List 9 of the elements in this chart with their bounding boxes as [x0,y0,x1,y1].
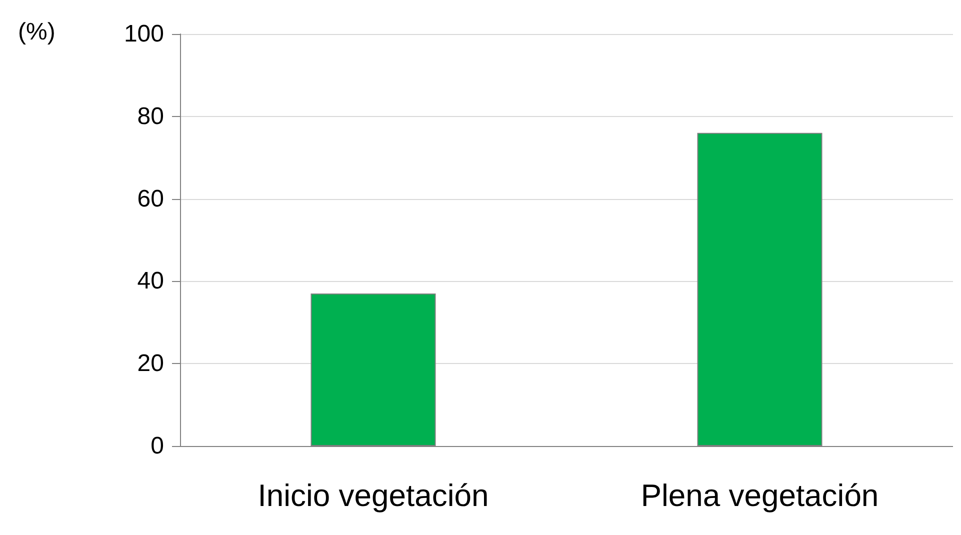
y-tick-label: 60 [137,185,164,212]
x-tick-label: Plena vegetación [640,478,879,513]
y-tick-label: 100 [124,20,164,48]
x-tick-label: Inicio vegetación [258,478,489,513]
y-axis-title: (%) [18,18,56,46]
y-tick-label: 0 [150,432,164,460]
y-tick-label: 20 [137,350,164,378]
y-tick-label: 80 [137,102,164,130]
y-tick-label: 40 [137,268,164,295]
